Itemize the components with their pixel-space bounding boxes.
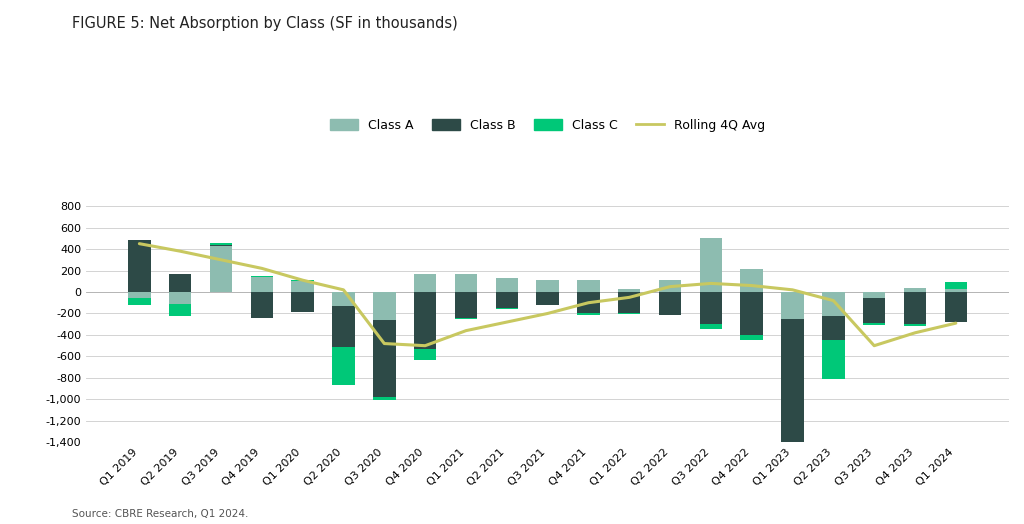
Bar [292, 281, 314, 292]
Bar [455, 292, 477, 318]
Bar [618, 289, 640, 292]
Bar [414, 292, 436, 349]
Bar [210, 243, 232, 245]
Bar [455, 274, 477, 292]
Bar [332, 347, 354, 386]
Bar [373, 397, 395, 400]
Bar [496, 278, 518, 292]
Bar [578, 280, 600, 292]
Bar [414, 274, 436, 292]
Bar [455, 318, 477, 319]
Bar [128, 292, 151, 299]
Bar [169, 292, 191, 304]
Bar [373, 320, 395, 397]
Bar [251, 292, 273, 318]
Bar [740, 335, 763, 340]
Text: Source: CBRE Research, Q1 2024.: Source: CBRE Research, Q1 2024. [72, 509, 248, 519]
Bar [169, 304, 191, 315]
Bar [740, 269, 763, 292]
Bar [904, 324, 927, 326]
Bar [373, 292, 395, 320]
Bar [658, 314, 681, 315]
Bar [944, 289, 967, 292]
Bar [210, 246, 232, 292]
Bar [658, 292, 681, 314]
Bar [169, 274, 191, 292]
Bar [781, 292, 804, 319]
Bar [618, 292, 640, 313]
Bar [332, 292, 354, 306]
Bar [128, 241, 151, 292]
Bar [863, 299, 886, 323]
Bar [699, 292, 722, 324]
Bar [904, 292, 927, 324]
Bar [251, 277, 273, 292]
Bar [781, 445, 804, 447]
Bar [578, 313, 600, 315]
Bar [863, 292, 886, 299]
Bar [822, 292, 845, 315]
Bar [496, 292, 518, 308]
Bar [822, 340, 845, 379]
Bar [292, 292, 314, 312]
Bar [128, 299, 151, 305]
Bar [537, 292, 559, 305]
Bar [822, 315, 845, 340]
Bar [414, 349, 436, 359]
Legend: Class A, Class B, Class C, Rolling 4Q Avg: Class A, Class B, Class C, Rolling 4Q Av… [331, 119, 765, 132]
Bar [210, 245, 232, 246]
Bar [740, 292, 763, 335]
Bar [944, 292, 967, 322]
Bar [658, 280, 681, 292]
Bar [618, 313, 640, 314]
Text: FIGURE 5: Net Absorption by Class (SF in thousands): FIGURE 5: Net Absorption by Class (SF in… [72, 16, 458, 31]
Bar [944, 282, 967, 289]
Bar [292, 280, 314, 281]
Bar [332, 306, 354, 347]
Bar [863, 323, 886, 325]
Bar [537, 280, 559, 292]
Bar [904, 288, 927, 292]
Bar [699, 324, 722, 329]
Bar [578, 292, 600, 313]
Bar [781, 319, 804, 445]
Bar [699, 238, 722, 292]
Bar [496, 308, 518, 309]
